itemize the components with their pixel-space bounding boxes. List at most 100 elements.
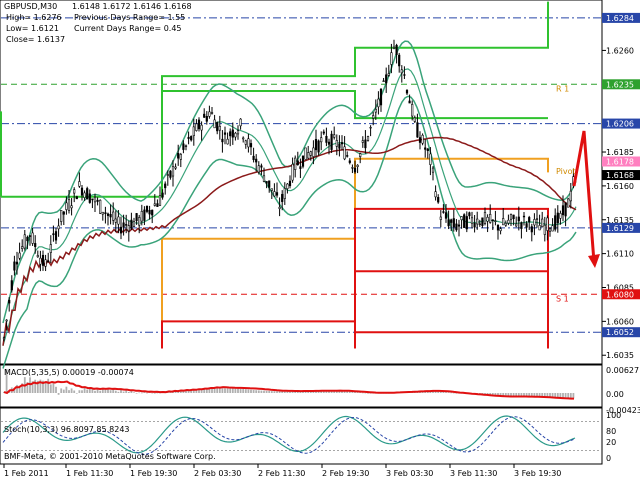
candle-body <box>416 122 419 138</box>
candle-body <box>70 205 73 209</box>
candle-body <box>556 212 559 224</box>
candle-body <box>93 196 97 203</box>
macd-histogram-bar <box>86 389 89 393</box>
macd-histogram-bar <box>559 393 562 398</box>
macd-histogram-bar <box>75 393 78 394</box>
candle-body <box>418 137 422 143</box>
candle-body <box>125 224 128 226</box>
candle-body <box>75 196 78 200</box>
macd-histogram-bar <box>364 392 367 394</box>
price-level-tag-label: 1.6235 <box>606 80 634 89</box>
candle-body <box>135 213 138 221</box>
macd-histogram-bar <box>250 389 252 393</box>
macd-histogram-bar <box>452 392 455 394</box>
y-tick-label: 1.6260 <box>606 46 634 55</box>
macd-histogram-bar <box>26 382 29 393</box>
candle-body <box>348 160 351 163</box>
macd-histogram-bar <box>260 390 263 393</box>
macd-histogram-bar <box>538 393 541 397</box>
close-readout: Close= 1.6137 <box>6 35 65 44</box>
time-tick-label: 1 Feb 11:30 <box>66 469 113 478</box>
candle-body <box>262 175 266 182</box>
pivot-line <box>161 157 549 349</box>
candle-body <box>387 73 390 76</box>
macd-histogram-bar <box>512 393 515 397</box>
macd-histogram-bar <box>291 391 294 393</box>
candle-body <box>372 115 375 119</box>
candle-body <box>353 167 357 173</box>
candle-body <box>333 134 336 138</box>
macd-histogram-bar <box>242 389 245 393</box>
macd-histogram-bar <box>177 391 180 393</box>
candle-body <box>530 226 533 233</box>
macd-histogram-bar <box>226 388 229 393</box>
candle-body <box>463 214 466 228</box>
macd-histogram-bar <box>127 392 130 393</box>
macd-histogram-bar <box>114 390 117 393</box>
low-readout: Low= 1.6121 <box>6 24 59 33</box>
candle-body <box>434 191 437 198</box>
candle-body <box>426 148 429 151</box>
macd-label: MACD(5,35,5) 0.00019 -0.00074 <box>4 368 134 377</box>
macd-histogram-bar <box>179 390 182 393</box>
macd-histogram-bar <box>151 392 154 394</box>
macd-panel[interactable] <box>0 364 603 408</box>
candle-body <box>460 216 463 221</box>
candle-body <box>119 226 123 234</box>
candle-body <box>210 112 214 114</box>
candle-body <box>320 137 323 143</box>
price-level-tag <box>602 222 640 233</box>
macd-histogram-bar <box>218 388 221 393</box>
candle-body <box>18 252 21 259</box>
candle-body <box>366 136 370 141</box>
candle-body <box>424 147 427 150</box>
macd-histogram-bar <box>36 380 39 393</box>
stoch-label: Stoch(10,3,3) 96.8097 85.8243 <box>4 425 130 434</box>
candle-body <box>421 134 424 144</box>
forecast-arrow-head <box>588 254 600 268</box>
candle-body <box>265 181 268 184</box>
candle-body <box>548 228 552 232</box>
candle-body <box>5 319 8 322</box>
macd-histogram-bar <box>309 391 312 393</box>
candle-body <box>283 188 286 199</box>
candle-body <box>515 223 518 227</box>
candle-body <box>327 141 331 145</box>
candle-body <box>413 117 416 122</box>
candle-body <box>104 212 107 214</box>
macd-histogram-bar <box>341 391 343 393</box>
macd-histogram-bar <box>369 393 372 394</box>
candle-body <box>359 153 362 157</box>
candle-body <box>361 140 364 143</box>
candle-body <box>140 210 143 222</box>
macd-histogram-bar <box>57 393 60 395</box>
candle-body <box>28 235 32 237</box>
macd-histogram-bar <box>221 388 224 393</box>
candle-body <box>512 214 515 220</box>
candle-body <box>200 124 203 131</box>
candle-body <box>325 135 328 143</box>
candle-body <box>242 137 245 140</box>
macd-histogram-bar <box>130 391 133 393</box>
macd-histogram-bar <box>510 393 512 397</box>
candle-body <box>182 143 185 150</box>
candle-body <box>192 126 195 137</box>
candle-body <box>80 187 84 196</box>
macd-histogram-bar <box>556 393 559 398</box>
macd-histogram-bar <box>307 391 310 393</box>
macd-histogram-bar <box>450 392 453 394</box>
candle-body <box>356 164 359 167</box>
macd-histogram-bar <box>229 388 232 393</box>
macd-histogram-bar <box>546 393 549 397</box>
macd-histogram-bar <box>442 392 445 393</box>
candle-body <box>374 108 377 113</box>
candle-body <box>405 90 409 94</box>
candle-body <box>278 206 281 209</box>
candle-body <box>216 122 219 132</box>
candle-body <box>400 69 403 74</box>
macd-histogram-bar <box>153 393 156 394</box>
copyright-footer: BMF-Meta, © 2001-2010 MetaQuotes Softwar… <box>4 452 216 461</box>
stoch-tick-20: 20 <box>606 438 616 447</box>
macd-histogram-bar <box>437 391 440 393</box>
